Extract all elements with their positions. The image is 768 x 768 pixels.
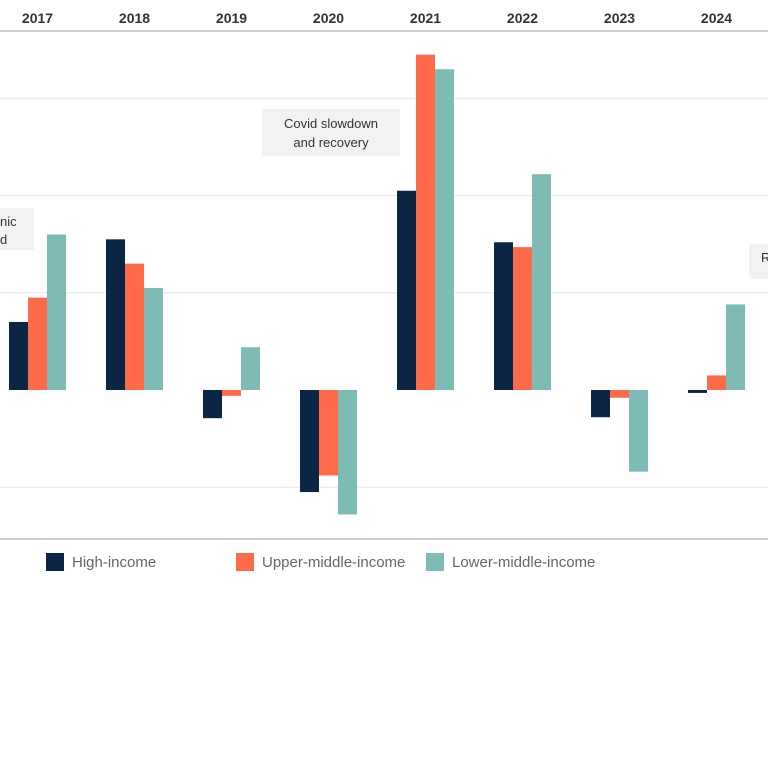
- legend-swatch-upper-middle-income: [236, 553, 254, 571]
- legend: High-income Upper-middle-income Lower-mi…: [46, 553, 686, 575]
- legend-swatch-high-income: [46, 553, 64, 571]
- bar-high-income-2020: [300, 390, 319, 493]
- bar-upper-middle-income-2024: [707, 375, 726, 390]
- annotation-covid-line-2: and recovery: [293, 135, 369, 150]
- bar-lower-middle-income-2017: [47, 234, 66, 390]
- year-label-2022: 2022: [507, 10, 538, 26]
- bar-upper-middle-income-2020: [319, 390, 338, 476]
- year-labels: 2017 2018 2019 2020 2021 2022 2023 2024: [22, 10, 732, 26]
- bar-upper-middle-income-2022: [513, 247, 532, 390]
- legend-item-upper-middle-income: Upper-middle-income: [236, 553, 405, 571]
- bar-upper-middle-income-2019: [222, 390, 241, 396]
- bars: [9, 54, 745, 515]
- bar-upper-middle-income-2023: [610, 390, 629, 398]
- legend-item-lower-middle-income: Lower-middle-income: [426, 553, 595, 571]
- bar-lower-middle-income-2020: [338, 390, 357, 515]
- year-label-2024: 2024: [701, 10, 732, 26]
- year-label-2018: 2018: [119, 10, 150, 26]
- year-label-2021: 2021: [410, 10, 441, 26]
- annotation-covid-line-1: Covid slowdown: [284, 116, 378, 131]
- annotation-box-recovery: [749, 244, 768, 279]
- legend-swatch-lower-middle-income: [426, 553, 444, 571]
- bar-high-income-2023: [591, 390, 610, 418]
- annotation-recovery-text: R: [761, 250, 768, 265]
- bar-lower-middle-income-2022: [532, 174, 551, 390]
- annotation-box-covid: [262, 109, 400, 156]
- bar-high-income-2021: [397, 190, 416, 390]
- bar-lower-middle-income-2021: [435, 69, 454, 391]
- bar-upper-middle-income-2017: [28, 297, 47, 390]
- year-label-2017: 2017: [22, 10, 53, 26]
- year-label-2019: 2019: [216, 10, 247, 26]
- bar-high-income-2018: [106, 239, 125, 390]
- legend-item-high-income: High-income: [46, 553, 156, 571]
- legend-label-lower-middle-income: Lower-middle-income: [452, 553, 596, 571]
- year-label-2020: 2020: [313, 10, 344, 26]
- bar-high-income-2017: [9, 321, 28, 390]
- bar-upper-middle-income-2018: [125, 263, 144, 390]
- bar-high-income-2024: [688, 390, 707, 393]
- bar-lower-middle-income-2018: [144, 287, 163, 390]
- bar-high-income-2019: [203, 390, 222, 419]
- bar-lower-middle-income-2023: [629, 390, 648, 472]
- bar-high-income-2022: [494, 242, 513, 390]
- bar-upper-middle-income-2021: [416, 54, 435, 390]
- bar-lower-middle-income-2024: [726, 304, 745, 390]
- legend-label-high-income: High-income: [72, 553, 157, 571]
- annotation-economic-line-2: d: [0, 232, 7, 247]
- annotation-economic-line-1: nic: [0, 214, 17, 229]
- annotations: nic d Covid slowdown and recovery R: [0, 109, 768, 279]
- annotation-box-economic: [0, 208, 34, 250]
- bar-lower-middle-income-2019: [241, 347, 260, 390]
- year-label-2023: 2023: [604, 10, 635, 26]
- legend-label-upper-middle-income: Upper-middle-income: [262, 553, 406, 571]
